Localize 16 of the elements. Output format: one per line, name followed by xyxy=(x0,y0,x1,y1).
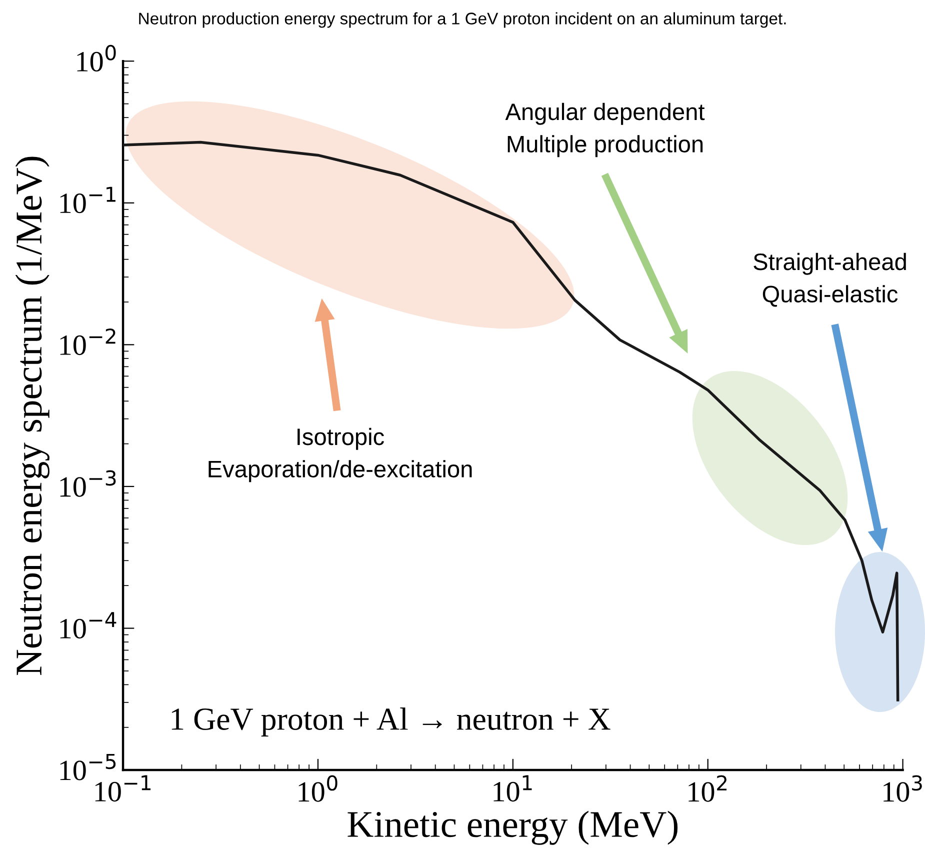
x-tick-label: 10$^{0}$ xyxy=(298,775,338,802)
y-tick-label: 10$^{0}$ xyxy=(77,44,116,72)
chart-title: Neutron production energy spectrum for a 1 GeV proton incident on an aluminum target. xyxy=(139,12,786,28)
x-tick-label: 10$^{3}$ xyxy=(884,775,922,802)
annotation: Angular dependent Multiple production xyxy=(505,102,705,158)
x-axis-title: Kinetic energy (MeV) xyxy=(348,810,678,845)
y-tick-label: 10$^{−2}$ xyxy=(60,328,116,356)
annotation: 1 GeV proton + Al → neutron + X xyxy=(172,708,610,736)
y-tick-label: 10$^{−1}$ xyxy=(60,186,116,214)
x-tick-label: 10$^{2}$ xyxy=(688,775,727,802)
y-tick-label: 10$^{−3}$ xyxy=(60,470,116,497)
y-axis-title: Neutron energy spectrum (1/MeV) xyxy=(15,156,50,676)
annotation: Isotropic Evaporation/de-excitation xyxy=(208,428,472,482)
y-tick-label: 10$^{−4}$ xyxy=(60,612,116,639)
annotation: Straight-ahead Quasi-elastic xyxy=(754,252,906,307)
x-tick-label: 10$^{1}$ xyxy=(494,775,532,802)
